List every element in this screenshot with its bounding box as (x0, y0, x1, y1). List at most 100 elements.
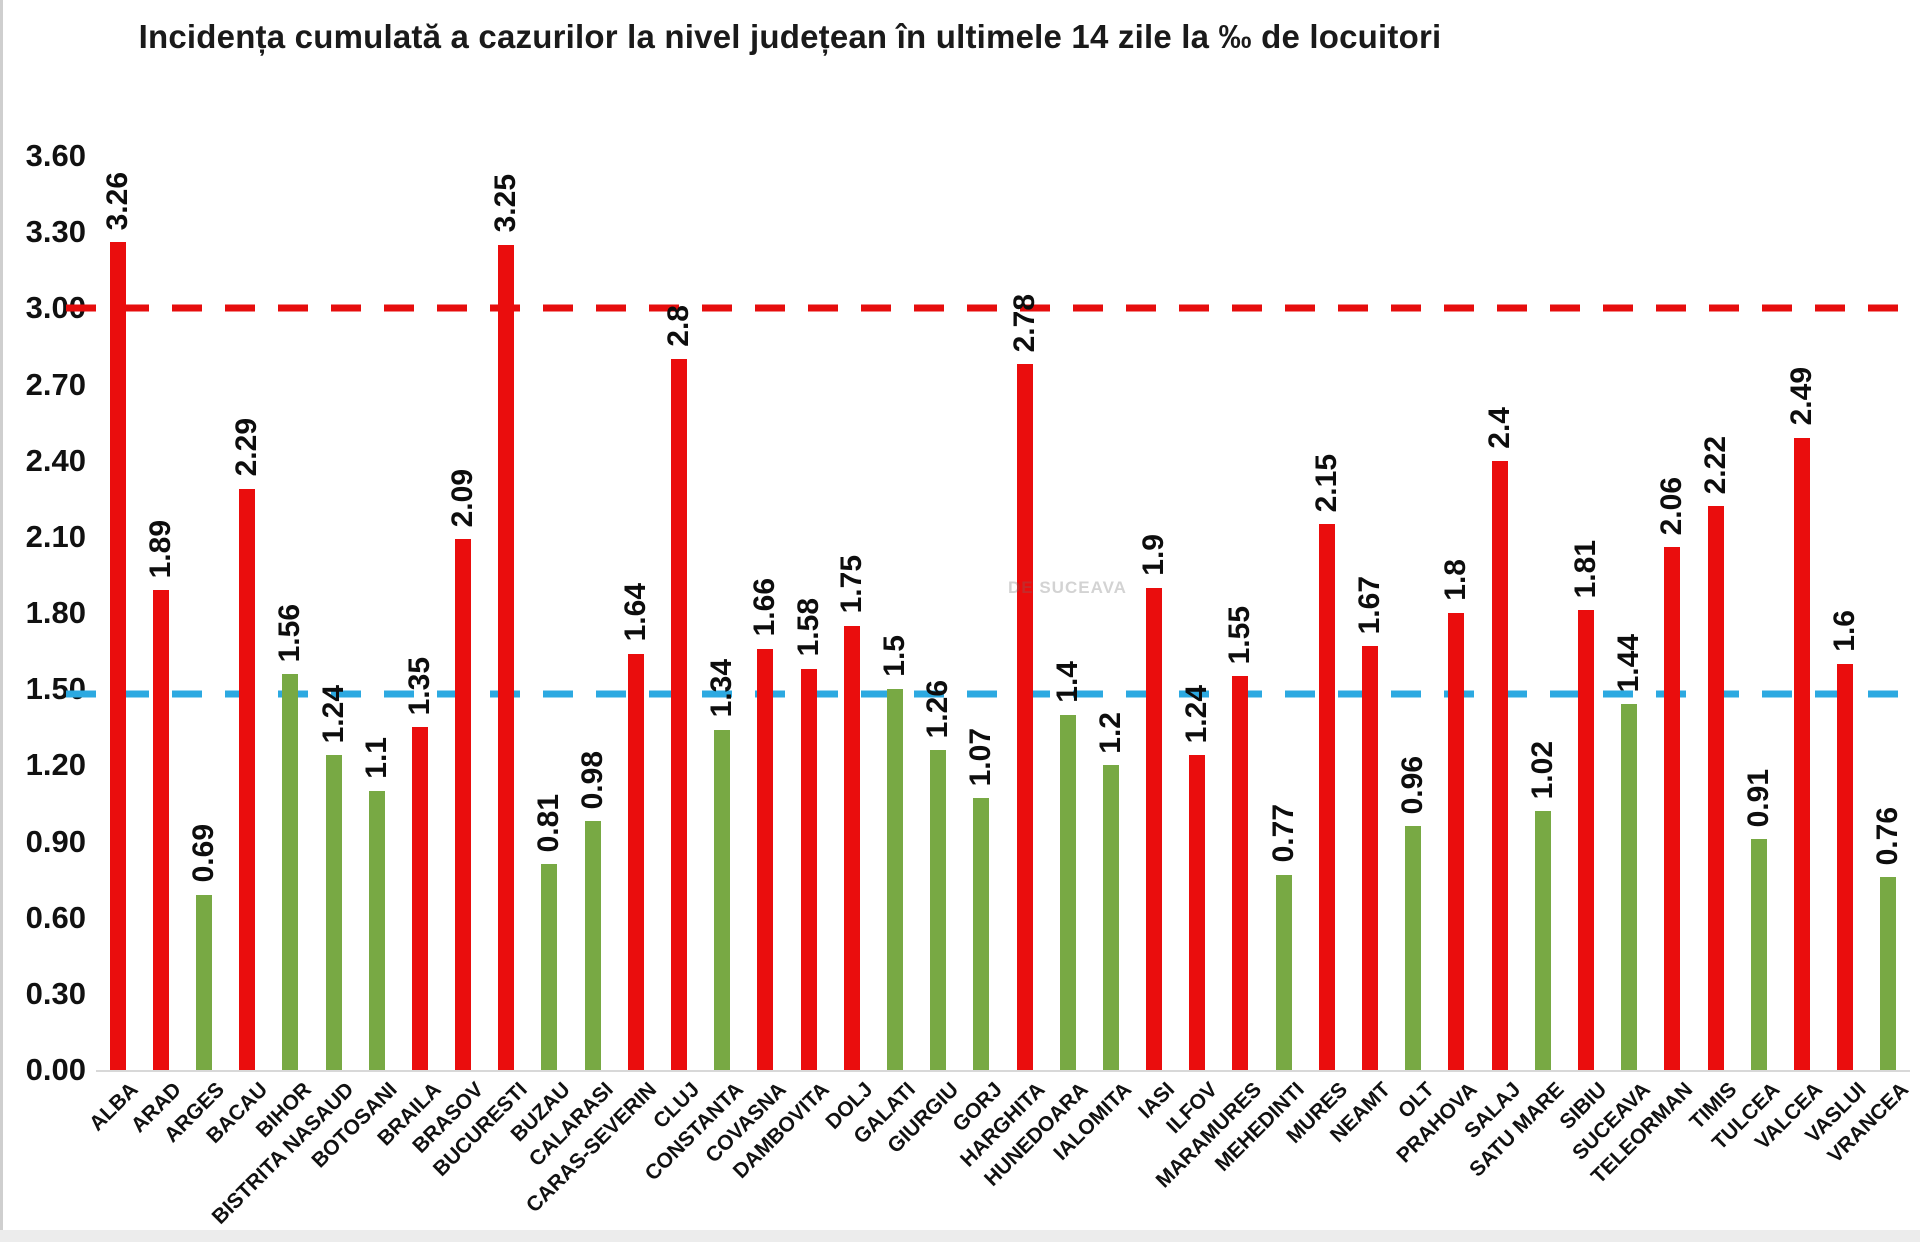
bar (282, 673, 299, 1070)
bar (239, 488, 256, 1070)
bar-value-label: 1.02 (1525, 740, 1559, 800)
bar-column: 1.02 SATU MARE (1465, 156, 1568, 1182)
bar (325, 755, 342, 1070)
bar-column: 1.89 ARAD (127, 156, 186, 1137)
bar (1793, 437, 1810, 1070)
bar-column: 1.2 IALOMITA (1049, 156, 1136, 1165)
bar-value-label: 2.78 (1007, 293, 1041, 353)
bar (498, 244, 515, 1070)
bar (800, 668, 817, 1070)
bar-value-label: 1.5 (877, 635, 911, 678)
bar (1318, 524, 1335, 1070)
y-axis-tick-label: 0.00 (25, 1052, 86, 1087)
bar-column: 1.34 CONSTANTA (640, 156, 747, 1185)
bar-value-label: 2.4 (1482, 406, 1516, 449)
bar-value-label: 0.76 (1871, 806, 1905, 866)
red-threshold-dashed-line (66, 304, 1910, 312)
y-axis-tick-label: 1.80 (25, 595, 86, 630)
bar-column: 1.6 VASLUI (1801, 156, 1871, 1148)
bar (1707, 506, 1724, 1070)
bar-value-label: 1.2 (1093, 711, 1127, 754)
bar-column: 1.75 DOLJ (821, 156, 877, 1134)
bar-column: 1.9 IASI (1133, 156, 1179, 1123)
bar-value-label: 1.24 (316, 684, 350, 744)
plot-area: 3.26 ALBA 1.89 ARAD 0.69 ARGES 2.29 BACAU 1.56 BI… (66, 156, 1914, 1229)
bar-value-label: 1.24 (1180, 684, 1214, 744)
blue-threshold-dashed-line (66, 690, 1910, 698)
y-axis-tick-label: 3.30 (25, 214, 86, 250)
bar-value-label: 1.89 (143, 519, 177, 579)
bar-column: 1.64 CARAS-SEVERIN (522, 156, 661, 1217)
bar-column: 1.55 MARAMURES (1151, 156, 1265, 1192)
bar (1405, 826, 1422, 1070)
bar-column: 2.09 BRASOV (409, 156, 489, 1158)
bar-column: 1.56 BIHOR (251, 156, 315, 1143)
bar-column: 1.35 BRAILA (373, 156, 445, 1150)
bar (1750, 838, 1767, 1070)
bar-value-label: 1.07 (964, 727, 998, 787)
y-axis-tick-label: 0.90 (25, 823, 86, 859)
bar (886, 689, 903, 1070)
bar-column: 0.91 TULCEA (1707, 156, 1783, 1155)
bar (1448, 613, 1465, 1070)
y-axis-tick-label: 2.40 (25, 442, 86, 478)
bar-column: 1.8 PRAHOVA (1392, 156, 1481, 1167)
bar-value-label: 1.66 (748, 578, 782, 637)
bar-value-label: 2.09 (446, 468, 480, 528)
bar (368, 790, 385, 1070)
watermark: DE SUCEAVA (1008, 578, 1127, 597)
y-axis-tick-label: 2.10 (25, 518, 86, 554)
chart-title: Incidența cumulată a cazurilor la nivel … (138, 18, 1442, 55)
x-axis-baseline (96, 1070, 1910, 1072)
bar-column: 1.58 DAMBOVITA (729, 156, 834, 1183)
y-axis-tick-label: 2.70 (25, 366, 86, 402)
bar-column: 2.4 SALAJ (1460, 156, 1525, 1143)
bar-value-label: 1.56 (273, 603, 307, 662)
bar (1146, 587, 1163, 1070)
bar-value-label: 0.91 (1741, 768, 1775, 827)
bar-value-label: 1.8 (1439, 559, 1473, 601)
bar (1189, 755, 1206, 1070)
bar (1102, 765, 1119, 1070)
bar-value-label: 1.9 (1137, 533, 1171, 576)
bar-value-label: 2.8 (662, 305, 696, 348)
bar (843, 625, 860, 1070)
bar-column: 3.26 ALBA (85, 156, 143, 1136)
y-axis: 3.60 3.30 3.00 2.70 2.40 2.10 1.80 1.50 1.20 0.90… (0, 138, 86, 1087)
bar (714, 729, 731, 1070)
bar (1664, 547, 1681, 1070)
bar-column: 1.5 GALATI (850, 156, 920, 1148)
bar (627, 653, 644, 1070)
bar-column: 0.98 CALARASI (525, 156, 618, 1171)
bar-value-label: 1.4 (1050, 660, 1084, 703)
bar-column: 0.81 BUZAU (506, 156, 574, 1146)
bar (1491, 460, 1508, 1070)
bar-value-label: 0.77 (1266, 804, 1300, 863)
bar-column: 1.1 BOTOSANI (308, 156, 402, 1172)
bar (1621, 704, 1638, 1070)
y-axis-tick-label: 0.30 (25, 975, 86, 1011)
bar-value-label: 1.64 (618, 583, 652, 642)
y-axis-tick-label: 3.60 (25, 138, 86, 173)
bar-value-label: 0.69 (186, 824, 220, 883)
bar (1880, 877, 1897, 1070)
bar (1837, 663, 1854, 1070)
bar-column: 1.24 ILFOV (1163, 156, 1223, 1138)
bar-column: 0.76 VRANCEA (1824, 156, 1914, 1168)
y-axis-tick-label: 1.50 (25, 671, 86, 707)
bar-column: 2.22 TIMIS (1685, 156, 1741, 1134)
bar-column: 2.06 TELEORMAN (1587, 156, 1697, 1189)
bar-value-label: 1.6 (1828, 610, 1862, 652)
bar-value-label: 1.44 (1612, 634, 1646, 693)
bar (411, 727, 428, 1070)
bar-value-label: 2.15 (1309, 453, 1343, 513)
bar-column: 2.15 MURES (1282, 156, 1352, 1148)
bar-value-label: 1.58 (791, 598, 825, 657)
bar (1059, 714, 1076, 1070)
y-axis-tick-label: 1.20 (25, 747, 86, 783)
bar-column: 3.25 BUCURESTI (429, 156, 532, 1180)
bar-column: 1.24 BISTRITA NASAUD (208, 156, 359, 1229)
bar-column: 2.29 BACAU (203, 156, 273, 1148)
bar-value-label: 1.35 (402, 656, 436, 716)
